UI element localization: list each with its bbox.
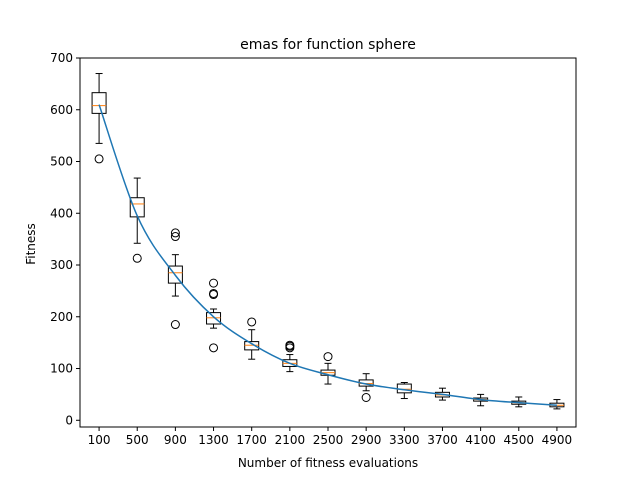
box-900 — [167, 228, 183, 330]
box-500 — [129, 177, 145, 263]
x-tick-label: 4900 — [542, 433, 573, 447]
outlier-point — [94, 154, 104, 164]
x-tick-label: 100 — [88, 433, 111, 447]
x-tick-label: 500 — [126, 433, 149, 447]
plot-frame — [79, 57, 577, 428]
y-tick-label: 500 — [50, 155, 73, 169]
outlier-point — [132, 253, 142, 263]
x-tick-label: 1700 — [236, 433, 267, 447]
outlier-point — [209, 343, 219, 353]
box-iqr — [91, 92, 107, 114]
trend-line — [98, 104, 557, 407]
y-tick-label: 600 — [50, 103, 73, 117]
box-2100 — [282, 340, 298, 373]
box-2900 — [358, 373, 374, 403]
outlier-point — [285, 340, 295, 350]
box-iqr — [206, 312, 222, 325]
outlier-point — [170, 320, 180, 330]
chart-title: emas for function sphere — [240, 37, 416, 53]
y-tick-label: 200 — [50, 310, 73, 324]
y-tick-label: 400 — [50, 206, 73, 220]
y-tick-label: 300 — [50, 258, 73, 272]
x-tick-label: 2500 — [313, 433, 344, 447]
box-100 — [91, 73, 107, 164]
y-tick-label: 100 — [50, 362, 73, 376]
x-tick-label: 3700 — [427, 433, 458, 447]
outlier-point — [247, 317, 257, 327]
x-tick-label: 4100 — [465, 433, 496, 447]
x-tick-label: 4500 — [503, 433, 534, 447]
box-2500 — [320, 352, 336, 385]
box-1300 — [206, 278, 222, 353]
box-iqr — [244, 341, 260, 351]
x-tick-label: 3300 — [389, 433, 420, 447]
x-tick-label: 2900 — [351, 433, 382, 447]
y-tick-label: 700 — [50, 51, 73, 65]
chart-axes: 0 100 200 300 400 500 600 700 100 500 900 1300 1700 2… — [50, 51, 577, 447]
outlier-point — [209, 288, 219, 298]
x-tick-label: 900 — [164, 433, 187, 447]
box-1700 — [244, 317, 260, 360]
box-iqr — [167, 265, 183, 284]
outlier-point — [361, 393, 371, 403]
y-axis-label: Fitness — [24, 223, 38, 265]
outlier-point — [170, 228, 180, 238]
chart-marks — [91, 73, 565, 410]
x-tick-label: 1300 — [198, 433, 229, 447]
outlier-point — [323, 352, 333, 362]
y-tick-label: 0 — [65, 413, 73, 427]
x-axis-label: Number of fitness evaluations — [238, 456, 418, 470]
x-tick-label: 2100 — [275, 433, 306, 447]
outlier-point — [209, 278, 219, 288]
outlier-point — [170, 232, 180, 242]
